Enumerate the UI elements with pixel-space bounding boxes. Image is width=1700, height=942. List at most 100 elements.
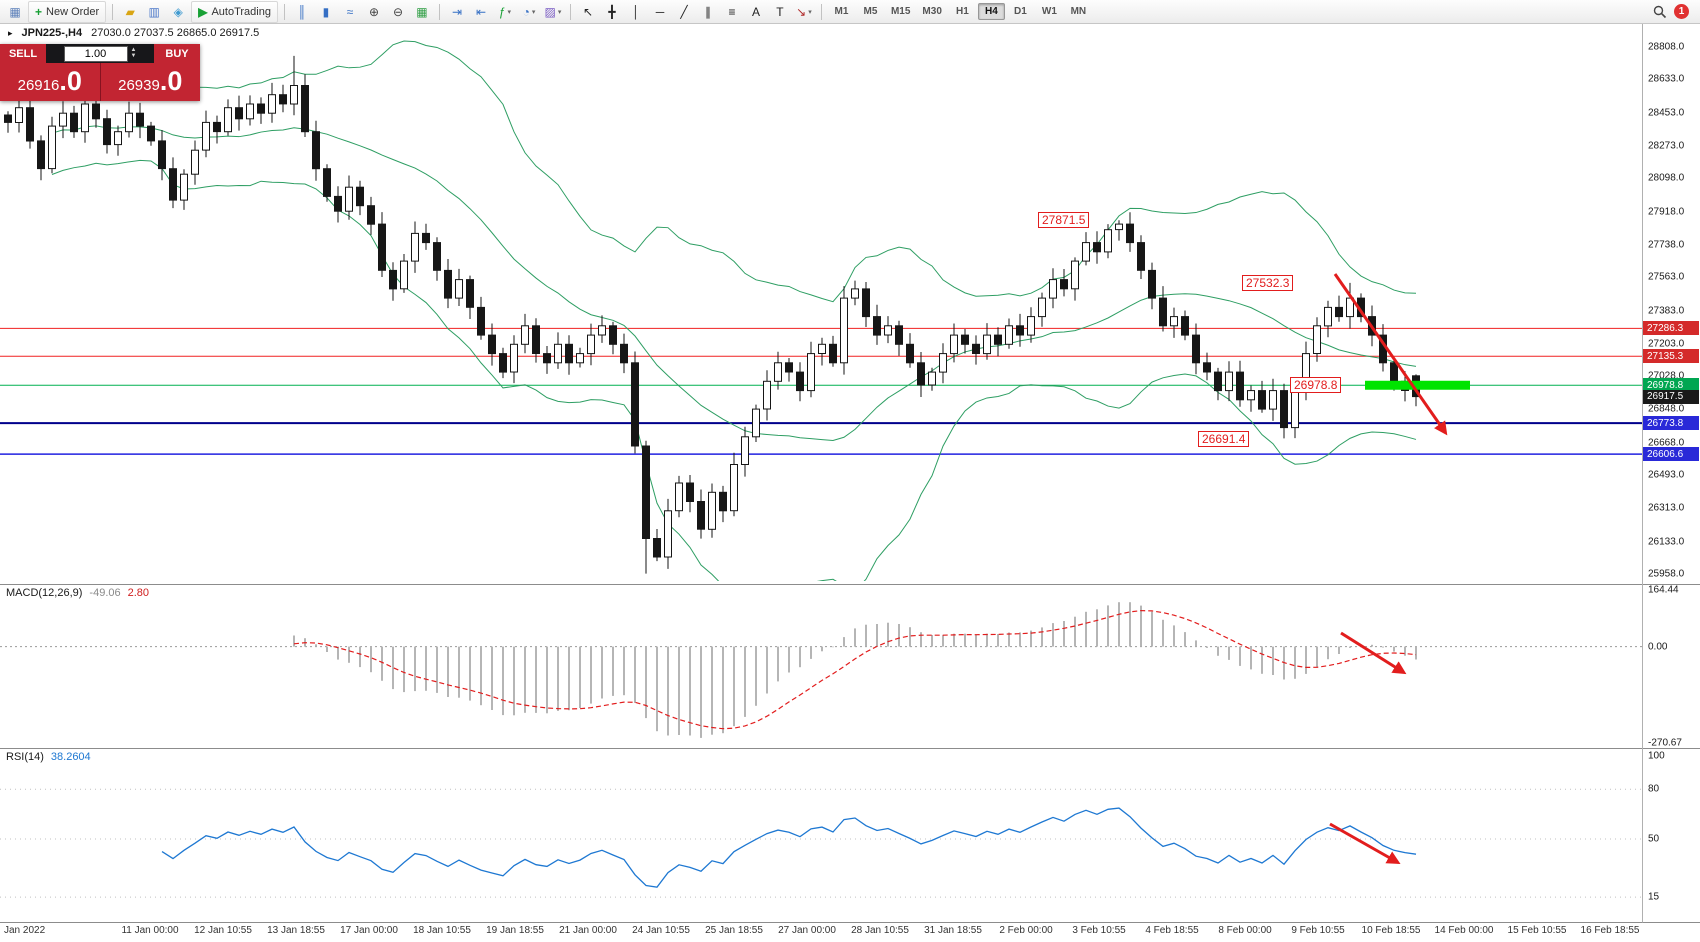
timeframe-w1[interactable]: W1 (1041, 6, 1057, 17)
trend-arrow-main[interactable] (1333, 273, 1448, 436)
timeframe-m5[interactable]: M5 (863, 6, 878, 17)
time-axis-label: 9 Feb 10:55 (1291, 925, 1345, 936)
time-axis-label: 15 Feb 10:55 (1507, 925, 1567, 936)
timeframe-h1[interactable]: H1 (955, 6, 969, 17)
macd-axis-label: 0.00 (1648, 641, 1668, 653)
price-axis-label: 28453.0 (1648, 107, 1685, 119)
auto-scroll-icon[interactable]: ⇥ (451, 4, 462, 19)
macd-signal-line (293, 609, 1417, 730)
price-annotation[interactable]: 27871.5 (1038, 212, 1090, 228)
timeframe-m1[interactable]: M1 (834, 6, 849, 17)
price-tag-27135.3: 27135.3 (1643, 349, 1699, 364)
zoom-out-icon[interactable]: ⊖ (392, 4, 403, 19)
price-tag-26606.6: 26606.6 (1643, 447, 1699, 462)
buy-button[interactable]: BUY (154, 44, 200, 63)
price-axis-label: 26848.0 (1648, 403, 1685, 415)
crosshair-icon[interactable]: ╋ (608, 4, 616, 19)
price-axis-label: 27028.0 (1648, 370, 1685, 382)
autotrading-button[interactable]: ▶ AutoTrading (191, 0, 278, 23)
chart-window-icon[interactable]: ▦ (9, 4, 21, 19)
macd-axis-label: -270.67 (1648, 737, 1682, 749)
text-icon[interactable]: A (751, 4, 760, 19)
horizontal-line-icon[interactable]: ─ (655, 4, 665, 19)
price-annotation[interactable]: 27532.3 (1242, 275, 1294, 291)
macd-histogram (293, 602, 1417, 738)
chart-area: ▸ JPN225-,H4 27030.0 27037.5 26865.0 269… (0, 24, 1700, 942)
time-axis-label: 3 Feb 10:55 (1072, 925, 1126, 936)
time-axis-label: 14 Feb 00:00 (1434, 925, 1494, 936)
periods-icon[interactable]: ◔ ▾ (522, 4, 536, 19)
candlestick-type-icon[interactable]: ▮ (322, 4, 330, 19)
time-axis-label: 19 Jan 18:55 (486, 925, 544, 936)
sell-price-frac: .0 (59, 66, 82, 96)
highlight-zone[interactable] (1365, 380, 1470, 390)
price-annotation[interactable]: 26691.4 (1198, 431, 1250, 447)
time-axis-label: 21 Jan 00:00 (559, 925, 617, 936)
sell-price-button[interactable]: 26916 .0 (0, 63, 101, 101)
lot-input[interactable] (63, 45, 128, 62)
price-axis-label: 26313.0 (1648, 502, 1685, 514)
channel-icon[interactable]: ∥ (704, 4, 711, 19)
buy-price-main: 26939 (118, 77, 160, 94)
time-axis-label: 18 Jan 10:55 (413, 925, 471, 936)
fibonacci-icon[interactable]: ≡ (728, 4, 736, 19)
bollinger-band-lower (51, 159, 1417, 581)
new-order-button[interactable]: + New Order (28, 0, 107, 23)
timeframe-h4[interactable]: H4 (977, 3, 1005, 20)
price-axis-label: 28808.0 (1648, 41, 1685, 53)
rsi-axis-label: 15 (1648, 891, 1660, 903)
panel-divider-rsi[interactable] (0, 747, 1700, 750)
price-tag-27286.3: 27286.3 (1643, 321, 1699, 336)
time-axis-label: 11 Jan 00:00 (121, 925, 179, 936)
trend-arrow-rsi[interactable] (1329, 822, 1401, 864)
timeframe-m15[interactable]: M15 (890, 6, 911, 17)
panel-divider-macd[interactable] (0, 583, 1700, 586)
market-watch-icon[interactable]: ▥ (148, 4, 160, 19)
zoom-in-icon[interactable]: ⊕ (368, 4, 379, 19)
trendline-icon[interactable]: ╱ (680, 4, 688, 19)
templates-icon[interactable]: ▨ ▾ (544, 4, 562, 19)
rsi-axis-label: 50 (1648, 833, 1660, 845)
vertical-line-icon[interactable]: │ (632, 4, 640, 19)
buy-price-button[interactable]: 26939 .0 (100, 63, 200, 101)
toolbar-separator (820, 3, 822, 20)
main-chart-canvas[interactable] (0, 24, 1700, 942)
ohlc-values: 27030.0 27037.5 26865.0 26917.5 (91, 27, 260, 39)
macd-signal-value: 2.80 (127, 587, 150, 599)
lot-stepper: ▲ ▼ (130, 47, 137, 59)
main-price-panel[interactable] (0, 40, 1642, 591)
price-annotation[interactable]: 26978.8 (1290, 377, 1342, 393)
trend-arrow-macd[interactable] (1340, 631, 1407, 675)
bar-chart-type-icon[interactable]: ║ (297, 4, 307, 19)
arrows-tool-icon[interactable]: ↘ ▾ (796, 4, 812, 19)
toolbar-right: 1 (1653, 4, 1696, 19)
price-axis-label: 26493.0 (1648, 469, 1685, 481)
rsi-axis-label: 100 (1648, 750, 1665, 762)
time-axis-label: 24 Jan 10:55 (632, 925, 690, 936)
price-axis-label: 25958.0 (1648, 568, 1685, 580)
navigator-icon[interactable]: ◈ (173, 4, 183, 19)
tile-windows-icon[interactable]: ▦ (416, 4, 428, 19)
price-axis-label: 28098.0 (1648, 172, 1685, 184)
lot-increase-button[interactable]: ▲ (130, 47, 137, 53)
buy-price-frac: .0 (159, 66, 183, 96)
time-axis-label: 8 Feb 00:00 (1218, 925, 1272, 936)
price-axis-label: 28273.0 (1648, 140, 1685, 152)
sell-price-main: 26916 (17, 77, 60, 94)
chart-shift-icon[interactable]: ⇤ (475, 4, 486, 19)
timeframe-d1[interactable]: D1 (1013, 6, 1027, 17)
cursor-icon[interactable]: ↖ (582, 4, 593, 19)
sell-button[interactable]: SELL (0, 44, 46, 63)
search-icon[interactable] (1653, 5, 1667, 19)
symbol-title: JPN225-,H4 (21, 27, 83, 39)
time-axis-label: 31 Jan 18:55 (924, 925, 982, 936)
toolbar-separator (569, 3, 571, 20)
lot-decrease-button[interactable]: ▼ (130, 53, 137, 59)
timeframe-m30[interactable]: M30 (922, 6, 942, 17)
profiles-icon[interactable]: ▰ (125, 4, 135, 19)
timeframe-mn[interactable]: MN (1070, 6, 1087, 17)
label-icon[interactable]: T (776, 4, 784, 19)
line-chart-type-icon[interactable]: ≈ (346, 4, 354, 19)
notification-badge[interactable]: 1 (1674, 4, 1689, 19)
indicators-icon[interactable]: ƒ ▾ (498, 4, 512, 19)
